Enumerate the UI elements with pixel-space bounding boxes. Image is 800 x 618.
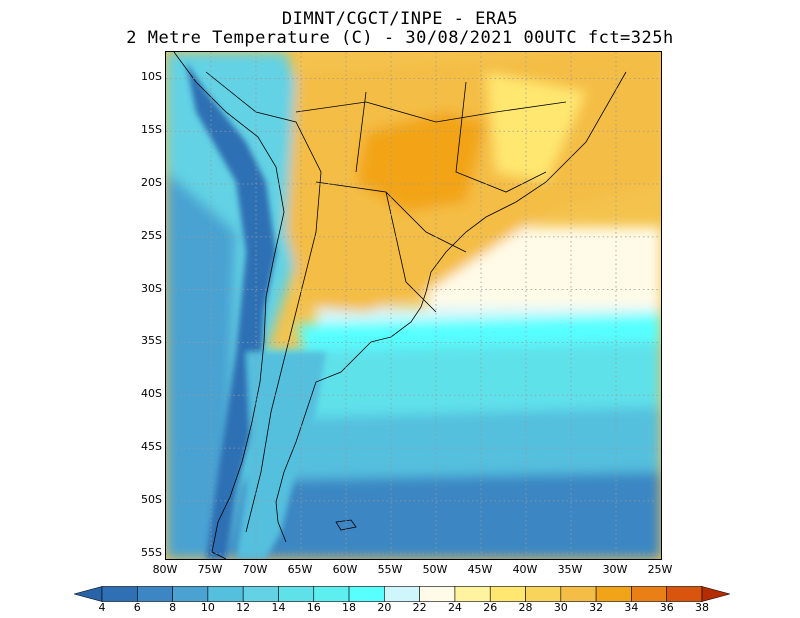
colorbar-high-arrow (701, 586, 730, 602)
colorbar-box (278, 586, 315, 602)
colorbar-box (595, 586, 632, 602)
lat-tick-label: 10S (141, 70, 162, 84)
colorbar-tick-label: 36 (659, 601, 674, 614)
colorbar-box (560, 586, 597, 602)
colorbar-box (489, 586, 526, 602)
map-panel (165, 51, 662, 560)
northeast-pale (486, 72, 586, 182)
lat-tick-label: 30S (141, 281, 162, 295)
colorbar-box (242, 586, 279, 602)
lon-tick-label: 45W (467, 563, 493, 576)
colorbar-tick-label: 20 (377, 601, 392, 614)
lon-tick-label: 50W (422, 563, 448, 576)
temperature-map (166, 52, 661, 559)
lon-tick-label: 80W (152, 563, 178, 576)
colorbar-box (454, 586, 491, 602)
colorbar-box (313, 586, 350, 602)
colorbar-tick-label: 12 (236, 601, 251, 614)
colorbar-tick-label: 8 (169, 601, 177, 614)
grid-lines (166, 52, 661, 559)
colorbar-tick-label: 4 (98, 601, 106, 614)
lon-tick-label: 35W (557, 563, 583, 576)
border-andes (205, 71, 322, 533)
lon-tick-label: 65W (287, 563, 313, 576)
continent-hot (356, 112, 486, 212)
colorbar-box (666, 586, 703, 602)
lat-tick-label: 25S (141, 228, 162, 242)
lon-tick-label: 60W (332, 563, 358, 576)
colorbar-tick-label: 18 (342, 601, 357, 614)
coastline-west (173, 52, 285, 559)
lat-tick-label: 40S (141, 387, 162, 401)
lat-tick-label: 50S (141, 492, 162, 506)
lon-tick-label: 55W (377, 563, 403, 576)
lat-tick-label: 35S (141, 334, 162, 348)
lon-tick-label: 30W (602, 563, 628, 576)
lat-tick-label: 20S (141, 176, 162, 190)
colorbar-low-arrow (74, 586, 103, 602)
colorbar-box (384, 586, 420, 602)
patagonia-cool (236, 352, 326, 559)
lat-tick-label: 45S (141, 440, 162, 454)
colorbar-tick-label: 30 (553, 601, 568, 614)
colorbar-tick-label: 32 (589, 601, 604, 614)
colorbar-tick-label: 24 (447, 601, 462, 614)
colorbar-tick-label: 14 (271, 601, 286, 614)
colorbar-tick-label: 38 (695, 601, 709, 614)
coastlines (173, 52, 627, 559)
colorbar-box (207, 586, 244, 602)
lat-tick-label: 15S (141, 123, 162, 137)
lon-tick-label: 70W (242, 563, 268, 576)
colorbar-tick-label: 6 (133, 601, 141, 614)
pacific-deep (166, 172, 236, 559)
colorbar-tick-label: 16 (306, 601, 321, 614)
chart-title: DIMNT/CGCT/INPE - ERA5 (281, 9, 519, 29)
lon-tick-label: 25W (647, 563, 673, 576)
colorbar-box (101, 586, 138, 602)
chart-subtitle: 2 Metre Temperature (C) - 30/08/2021 00U… (126, 28, 674, 48)
andes-cold (186, 62, 276, 559)
lon-tick-label: 75W (197, 563, 223, 576)
colorbar-tick-label: 28 (518, 601, 533, 614)
colorbar-tick-label: 22 (412, 601, 427, 614)
coastline-east (275, 71, 627, 543)
colorbar-box (525, 586, 562, 602)
lat-tick-label: 55S (141, 545, 162, 559)
colorbar-box (348, 586, 385, 602)
colorbar-box (419, 586, 456, 602)
colorbar-tick-label: 34 (624, 601, 639, 614)
colorbar-box (631, 586, 668, 602)
lon-tick-label: 40W (512, 563, 538, 576)
colorbar-tick-label: 26 (483, 601, 498, 614)
colorbar-box (136, 586, 173, 602)
colorbar-tick-label: 10 (200, 601, 215, 614)
colorbar (74, 586, 730, 602)
border-interior (295, 81, 567, 313)
colorbar-box (172, 586, 209, 602)
